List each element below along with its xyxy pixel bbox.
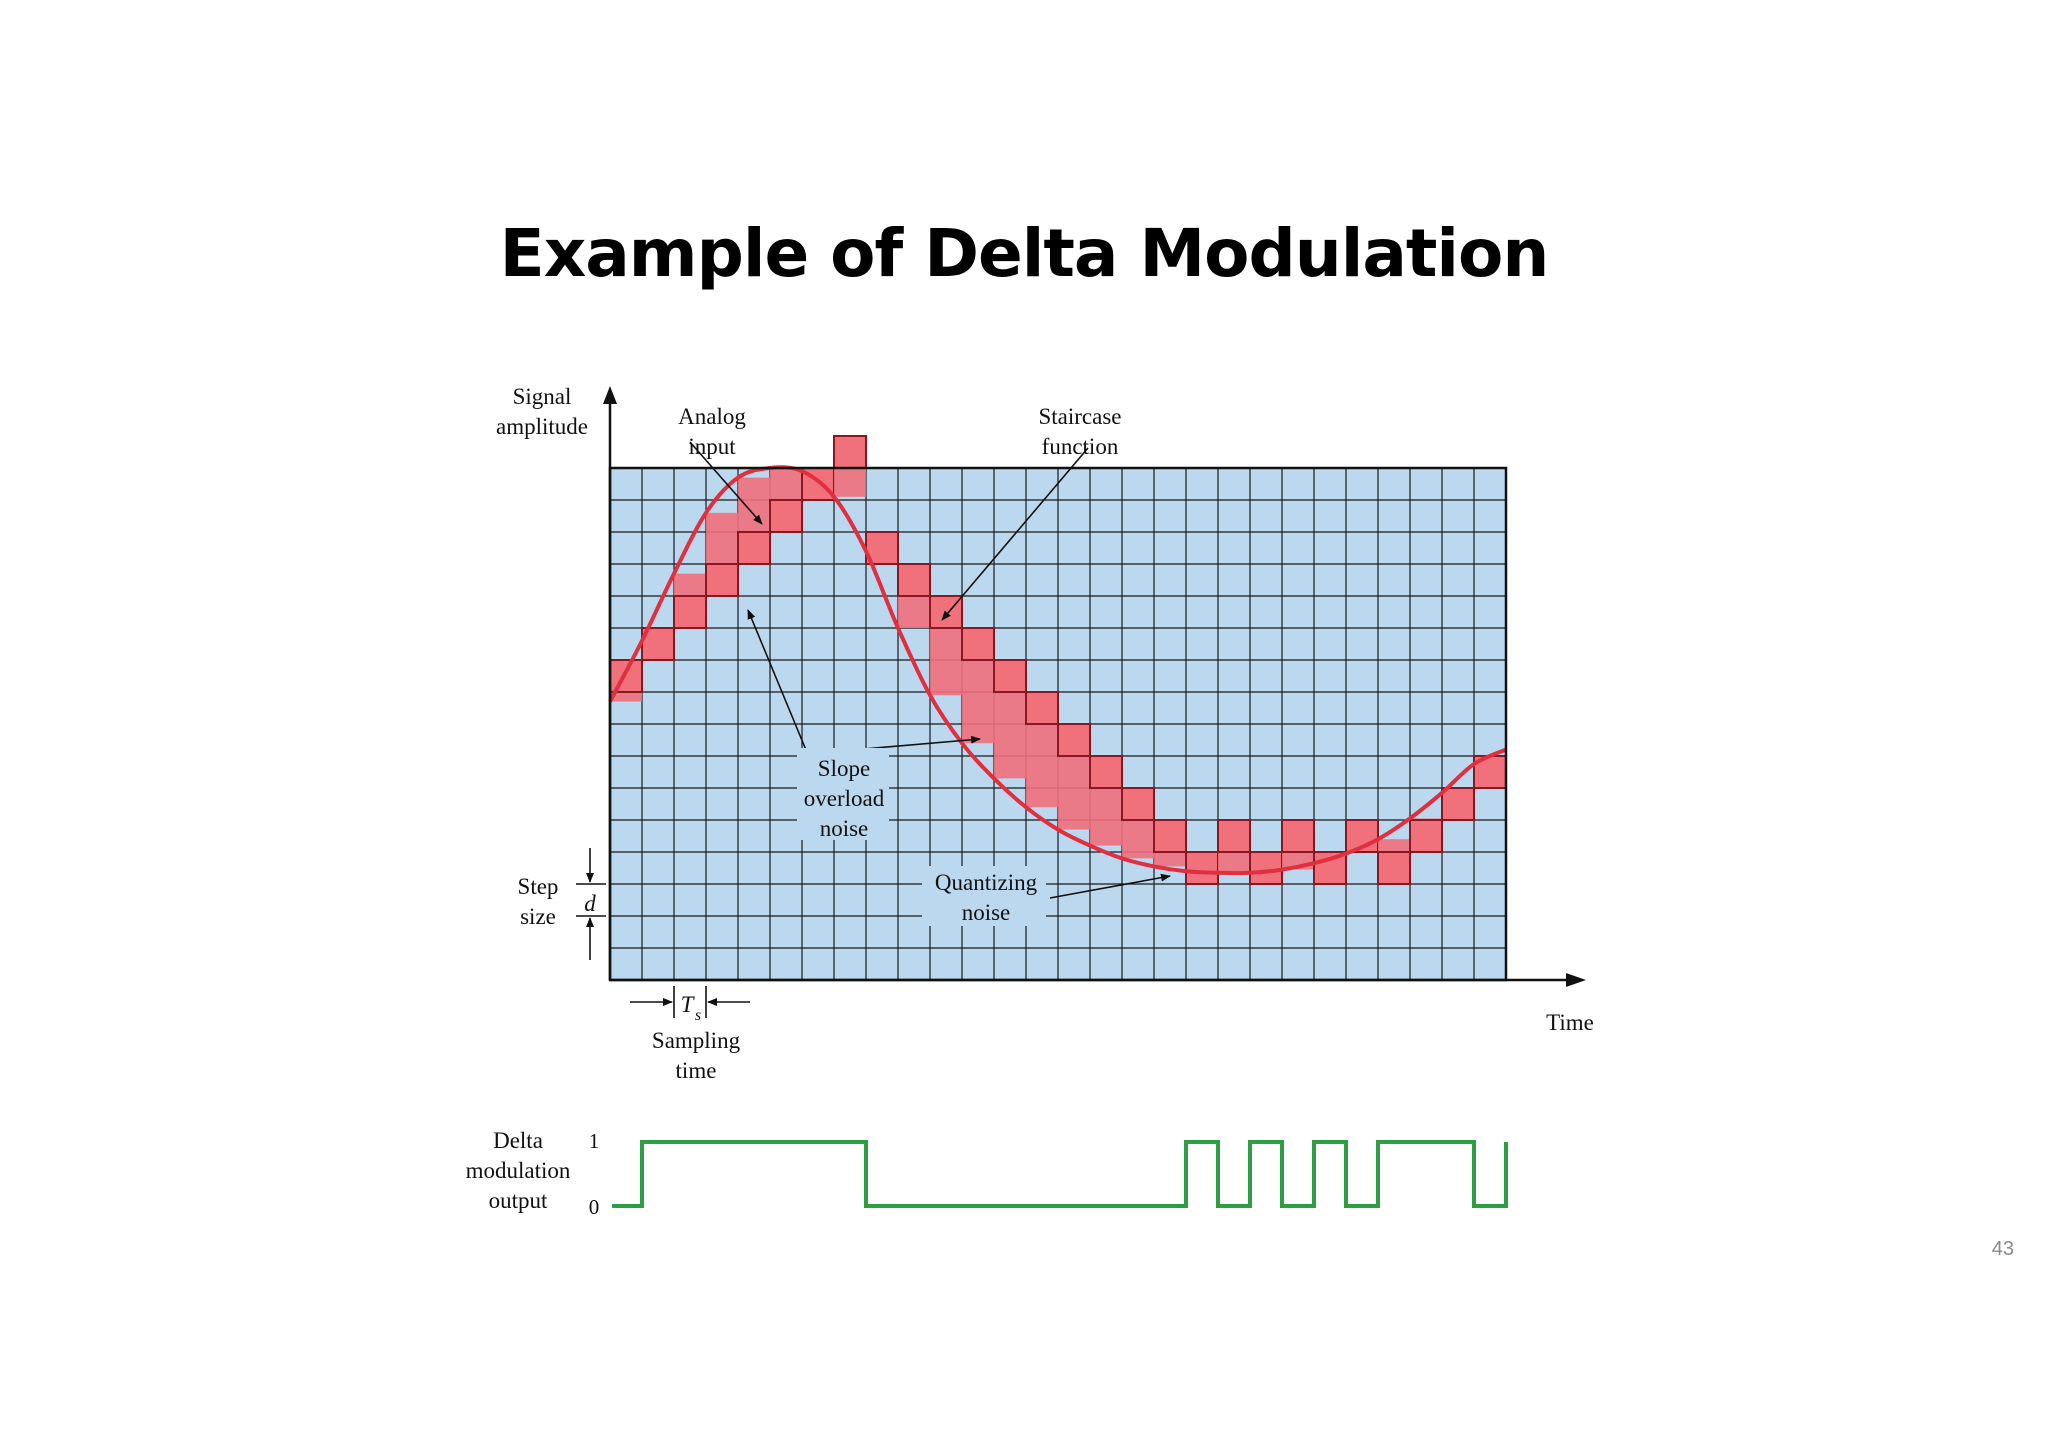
staircase-step — [1377, 851, 1411, 885]
staircase-step — [993, 659, 1027, 693]
staircase-step — [1057, 723, 1091, 757]
staircase-step — [673, 595, 707, 629]
delta-modulation-output-wave — [612, 1140, 1508, 1208]
slide-title: Example of Delta Modulation — [499, 215, 1550, 292]
output-level-zero: 0 — [589, 1195, 600, 1219]
staircase-step — [1441, 787, 1475, 821]
staircase-step — [737, 531, 771, 565]
y-axis-arrowhead — [603, 386, 617, 404]
y-axis-label-line2: amplitude — [496, 414, 588, 439]
delta-output-label-line2: modulation — [466, 1158, 571, 1183]
noise-cell — [1090, 788, 1122, 846]
noise-cell — [1026, 724, 1058, 808]
noise-cell — [962, 660, 994, 744]
staircase-step — [1217, 819, 1251, 853]
staircase-step — [1409, 819, 1443, 853]
time-axis-label: Time — [1546, 1010, 1594, 1035]
noise-cell — [1154, 852, 1186, 867]
staircase-label-line1: Staircase — [1038, 404, 1121, 429]
staircase-step — [609, 659, 643, 693]
analog-input-curve — [608, 465, 1507, 876]
staircase-pointer — [941, 447, 1089, 621]
quantizing-noise-label-line2: noise — [962, 900, 1011, 925]
staircase-step — [1345, 819, 1379, 853]
x-axis-arrowhead — [1566, 973, 1586, 987]
delta-output-label-line1: Delta — [493, 1128, 543, 1153]
quantizing-label-background — [922, 866, 1046, 926]
noise-cell — [930, 628, 962, 696]
analog-input-label-line1: Analog — [678, 404, 746, 429]
slope-noise-label-line1: Slope — [818, 756, 870, 781]
staircase-step — [705, 563, 739, 597]
step-size-label-line1: Step — [518, 874, 559, 899]
staircase-step — [1089, 755, 1123, 789]
staircase-step — [929, 595, 963, 629]
slope-pointer-left — [747, 609, 807, 751]
noise-cell — [610, 692, 642, 702]
slope-label-background — [797, 748, 889, 840]
sampling-period-subscript: s — [695, 1007, 701, 1024]
staircase-step — [865, 531, 899, 565]
noise-cell — [1058, 756, 1090, 830]
noise-regions — [609, 435, 1507, 885]
staircase-step — [961, 627, 995, 661]
sampling-period-symbol: T — [681, 992, 696, 1017]
staircase-step — [1249, 851, 1283, 885]
sampling-time-label-line2: time — [676, 1058, 717, 1083]
noise-cell — [834, 468, 866, 497]
staircase-step — [1153, 819, 1187, 853]
staircase-label-line2: function — [1042, 434, 1119, 459]
sampling-time-label-line1: Sampling — [652, 1028, 741, 1053]
noise-cell — [994, 692, 1026, 779]
step-size-symbol: d — [584, 891, 596, 916]
noise-cell — [1122, 820, 1154, 859]
slope-noise-label-line3: noise — [820, 816, 869, 841]
quantizing-noise-label-line1: Quantizing — [935, 870, 1038, 895]
staircase-step — [769, 499, 803, 533]
y-axis-label-line1: Signal — [513, 384, 572, 409]
analog-input-pointer — [689, 441, 763, 525]
staircase-step — [1025, 691, 1059, 725]
analog-input-label-line2: input — [688, 434, 736, 459]
staircase-step — [897, 563, 931, 597]
noise-cell — [1218, 852, 1250, 873]
staircase-step — [1281, 819, 1315, 853]
staircase-step — [1185, 851, 1219, 885]
delta-output-label-line3: output — [489, 1188, 548, 1213]
staircase-step — [1121, 787, 1155, 821]
page-number: 43 — [1991, 1238, 2014, 1260]
step-size-label-line2: size — [520, 904, 556, 929]
staircase-step — [833, 435, 867, 469]
output-level-one: 1 — [589, 1129, 600, 1153]
slope-noise-label-line2: overload — [804, 786, 885, 811]
noise-cell — [898, 596, 930, 628]
quantizing-pointer — [1049, 873, 1171, 899]
